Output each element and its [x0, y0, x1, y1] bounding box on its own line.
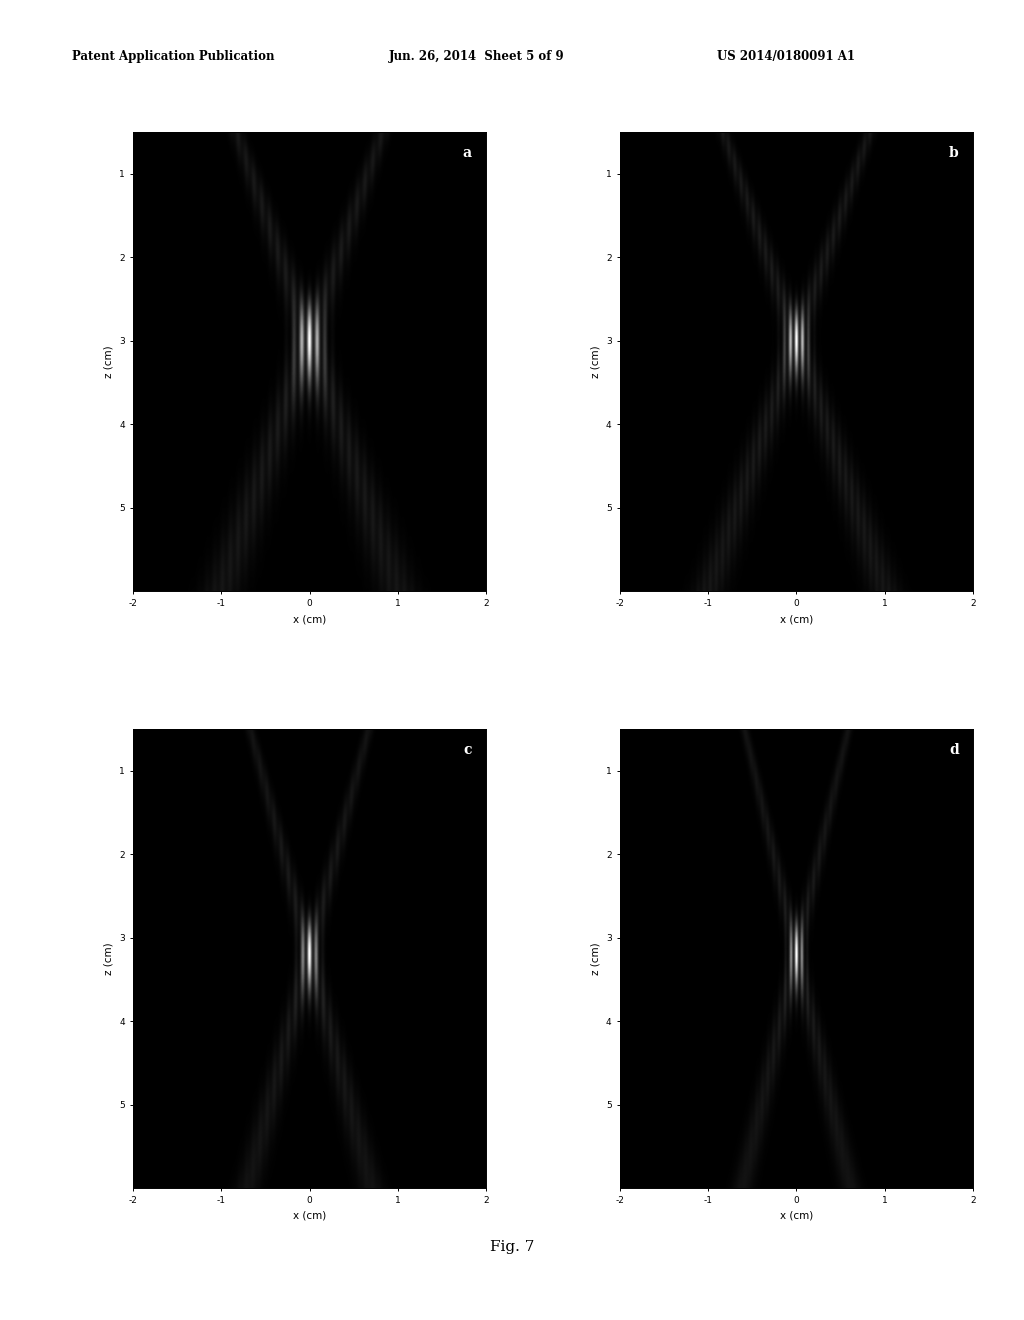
Text: Patent Application Publication: Patent Application Publication	[72, 50, 274, 63]
Y-axis label: z (cm): z (cm)	[591, 942, 600, 974]
Text: b: b	[949, 145, 958, 160]
Text: Fig. 7: Fig. 7	[489, 1241, 535, 1254]
Text: c: c	[463, 743, 472, 756]
Text: US 2014/0180091 A1: US 2014/0180091 A1	[717, 50, 855, 63]
X-axis label: x (cm): x (cm)	[293, 1210, 327, 1221]
Y-axis label: z (cm): z (cm)	[103, 942, 114, 974]
X-axis label: x (cm): x (cm)	[779, 1210, 813, 1221]
X-axis label: x (cm): x (cm)	[293, 614, 327, 624]
Y-axis label: z (cm): z (cm)	[591, 346, 600, 378]
Y-axis label: z (cm): z (cm)	[103, 346, 114, 378]
X-axis label: x (cm): x (cm)	[779, 614, 813, 624]
Text: d: d	[949, 743, 958, 756]
Text: Jun. 26, 2014  Sheet 5 of 9: Jun. 26, 2014 Sheet 5 of 9	[389, 50, 565, 63]
Text: a: a	[463, 145, 472, 160]
